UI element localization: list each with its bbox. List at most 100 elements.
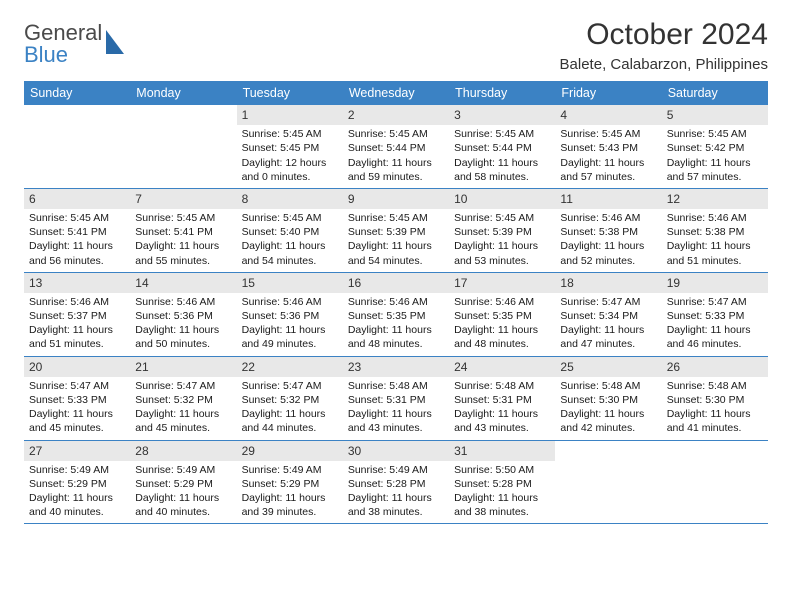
calendar-cell: 11Sunrise: 5:46 AMSunset: 5:38 PMDayligh…	[555, 189, 661, 272]
cell-body: Sunrise: 5:46 AMSunset: 5:36 PMDaylight:…	[130, 295, 236, 356]
day-number: 6	[24, 189, 130, 209]
daylight-text: Daylight: 11 hours and 55 minutes.	[135, 239, 231, 267]
sunset-text: Sunset: 5:44 PM	[454, 141, 550, 155]
sunset-text: Sunset: 5:35 PM	[454, 309, 550, 323]
sunset-text: Sunset: 5:39 PM	[348, 225, 444, 239]
calendar-cell: 7Sunrise: 5:45 AMSunset: 5:41 PMDaylight…	[130, 189, 236, 272]
sunset-text: Sunset: 5:28 PM	[348, 477, 444, 491]
day-number: 12	[662, 189, 768, 209]
calendar-week: 27Sunrise: 5:49 AMSunset: 5:29 PMDayligh…	[24, 441, 768, 525]
day-number: 27	[24, 441, 130, 461]
sunrise-text: Sunrise: 5:45 AM	[242, 211, 338, 225]
cell-body: Sunrise: 5:46 AMSunset: 5:38 PMDaylight:…	[662, 211, 768, 272]
calendar-cell: 25Sunrise: 5:48 AMSunset: 5:30 PMDayligh…	[555, 357, 661, 440]
daylight-text: Daylight: 11 hours and 46 minutes.	[667, 323, 763, 351]
daylight-text: Daylight: 11 hours and 45 minutes.	[135, 407, 231, 435]
calendar-cell: 30Sunrise: 5:49 AMSunset: 5:28 PMDayligh…	[343, 441, 449, 524]
day-number: 24	[449, 357, 555, 377]
cell-body: Sunrise: 5:46 AMSunset: 5:36 PMDaylight:…	[237, 295, 343, 356]
cell-body: Sunrise: 5:45 AMSunset: 5:43 PMDaylight:…	[555, 127, 661, 188]
sunrise-text: Sunrise: 5:46 AM	[29, 295, 125, 309]
day-number: 3	[449, 105, 555, 125]
calendar-cell: 21Sunrise: 5:47 AMSunset: 5:32 PMDayligh…	[130, 357, 236, 440]
sunset-text: Sunset: 5:31 PM	[454, 393, 550, 407]
sunset-text: Sunset: 5:32 PM	[242, 393, 338, 407]
sunset-text: Sunset: 5:36 PM	[135, 309, 231, 323]
sunrise-text: Sunrise: 5:49 AM	[242, 463, 338, 477]
calendar-cell: 31Sunrise: 5:50 AMSunset: 5:28 PMDayligh…	[449, 441, 555, 524]
page-header: General Blue October 2024 Balete, Calaba…	[24, 18, 768, 73]
sunrise-text: Sunrise: 5:45 AM	[560, 127, 656, 141]
day-number: 14	[130, 273, 236, 293]
sunrise-text: Sunrise: 5:48 AM	[454, 379, 550, 393]
sunset-text: Sunset: 5:28 PM	[454, 477, 550, 491]
sunset-text: Sunset: 5:29 PM	[29, 477, 125, 491]
sunset-text: Sunset: 5:31 PM	[348, 393, 444, 407]
daylight-text: Daylight: 11 hours and 57 minutes.	[667, 156, 763, 184]
daylight-text: Daylight: 11 hours and 39 minutes.	[242, 491, 338, 519]
cell-body: Sunrise: 5:47 AMSunset: 5:32 PMDaylight:…	[130, 379, 236, 440]
calendar-week: 13Sunrise: 5:46 AMSunset: 5:37 PMDayligh…	[24, 273, 768, 357]
cell-body: Sunrise: 5:47 AMSunset: 5:33 PMDaylight:…	[662, 295, 768, 356]
calendar-cell: 19Sunrise: 5:47 AMSunset: 5:33 PMDayligh…	[662, 273, 768, 356]
sunset-text: Sunset: 5:45 PM	[242, 141, 338, 155]
cell-body: Sunrise: 5:45 AMSunset: 5:44 PMDaylight:…	[449, 127, 555, 188]
sunrise-text: Sunrise: 5:46 AM	[667, 211, 763, 225]
calendar-cell: 5Sunrise: 5:45 AMSunset: 5:42 PMDaylight…	[662, 105, 768, 188]
daylight-text: Daylight: 11 hours and 50 minutes.	[135, 323, 231, 351]
cell-body: Sunrise: 5:47 AMSunset: 5:32 PMDaylight:…	[237, 379, 343, 440]
daylight-text: Daylight: 11 hours and 38 minutes.	[348, 491, 444, 519]
day-header-mon: Monday	[130, 81, 236, 105]
cell-body: Sunrise: 5:45 AMSunset: 5:44 PMDaylight:…	[343, 127, 449, 188]
cell-body: Sunrise: 5:49 AMSunset: 5:29 PMDaylight:…	[24, 463, 130, 524]
sunset-text: Sunset: 5:36 PM	[242, 309, 338, 323]
calendar-cell: 28Sunrise: 5:49 AMSunset: 5:29 PMDayligh…	[130, 441, 236, 524]
daylight-text: Daylight: 11 hours and 47 minutes.	[560, 323, 656, 351]
daylight-text: Daylight: 11 hours and 51 minutes.	[29, 323, 125, 351]
sunset-text: Sunset: 5:40 PM	[242, 225, 338, 239]
calendar-cell: 2Sunrise: 5:45 AMSunset: 5:44 PMDaylight…	[343, 105, 449, 188]
day-number: 20	[24, 357, 130, 377]
cell-body: Sunrise: 5:45 AMSunset: 5:45 PMDaylight:…	[237, 127, 343, 188]
day-number: 31	[449, 441, 555, 461]
day-number: 13	[24, 273, 130, 293]
day-number: 30	[343, 441, 449, 461]
sunrise-text: Sunrise: 5:47 AM	[560, 295, 656, 309]
sunrise-text: Sunrise: 5:45 AM	[242, 127, 338, 141]
sunset-text: Sunset: 5:38 PM	[667, 225, 763, 239]
day-header-wed: Wednesday	[343, 81, 449, 105]
sunrise-text: Sunrise: 5:46 AM	[242, 295, 338, 309]
cell-body: Sunrise: 5:45 AMSunset: 5:42 PMDaylight:…	[662, 127, 768, 188]
calendar-cell: 4Sunrise: 5:45 AMSunset: 5:43 PMDaylight…	[555, 105, 661, 188]
sunset-text: Sunset: 5:41 PM	[135, 225, 231, 239]
day-number: 22	[237, 357, 343, 377]
daylight-text: Daylight: 12 hours and 0 minutes.	[242, 156, 338, 184]
day-header-sun: Sunday	[24, 81, 130, 105]
cell-body: Sunrise: 5:49 AMSunset: 5:28 PMDaylight:…	[343, 463, 449, 524]
day-number: 25	[555, 357, 661, 377]
daylight-text: Daylight: 11 hours and 58 minutes.	[454, 156, 550, 184]
day-header-row: Sunday Monday Tuesday Wednesday Thursday…	[24, 81, 768, 105]
day-number: 11	[555, 189, 661, 209]
day-number: 10	[449, 189, 555, 209]
calendar-cell: 22Sunrise: 5:47 AMSunset: 5:32 PMDayligh…	[237, 357, 343, 440]
day-number: 21	[130, 357, 236, 377]
daylight-text: Daylight: 11 hours and 53 minutes.	[454, 239, 550, 267]
calendar-cell	[662, 441, 768, 524]
day-number: 15	[237, 273, 343, 293]
sunset-text: Sunset: 5:35 PM	[348, 309, 444, 323]
cell-body: Sunrise: 5:49 AMSunset: 5:29 PMDaylight:…	[130, 463, 236, 524]
logo-line2: Blue	[24, 42, 68, 67]
daylight-text: Daylight: 11 hours and 54 minutes.	[348, 239, 444, 267]
sunrise-text: Sunrise: 5:45 AM	[667, 127, 763, 141]
day-number: 29	[237, 441, 343, 461]
calendar-cell: 24Sunrise: 5:48 AMSunset: 5:31 PMDayligh…	[449, 357, 555, 440]
day-number: 18	[555, 273, 661, 293]
calendar-cell: 1Sunrise: 5:45 AMSunset: 5:45 PMDaylight…	[237, 105, 343, 188]
calendar-week: 1Sunrise: 5:45 AMSunset: 5:45 PMDaylight…	[24, 105, 768, 189]
sunrise-text: Sunrise: 5:48 AM	[667, 379, 763, 393]
sunrise-text: Sunrise: 5:45 AM	[29, 211, 125, 225]
cell-body: Sunrise: 5:45 AMSunset: 5:40 PMDaylight:…	[237, 211, 343, 272]
day-number: 8	[237, 189, 343, 209]
sunrise-text: Sunrise: 5:46 AM	[348, 295, 444, 309]
